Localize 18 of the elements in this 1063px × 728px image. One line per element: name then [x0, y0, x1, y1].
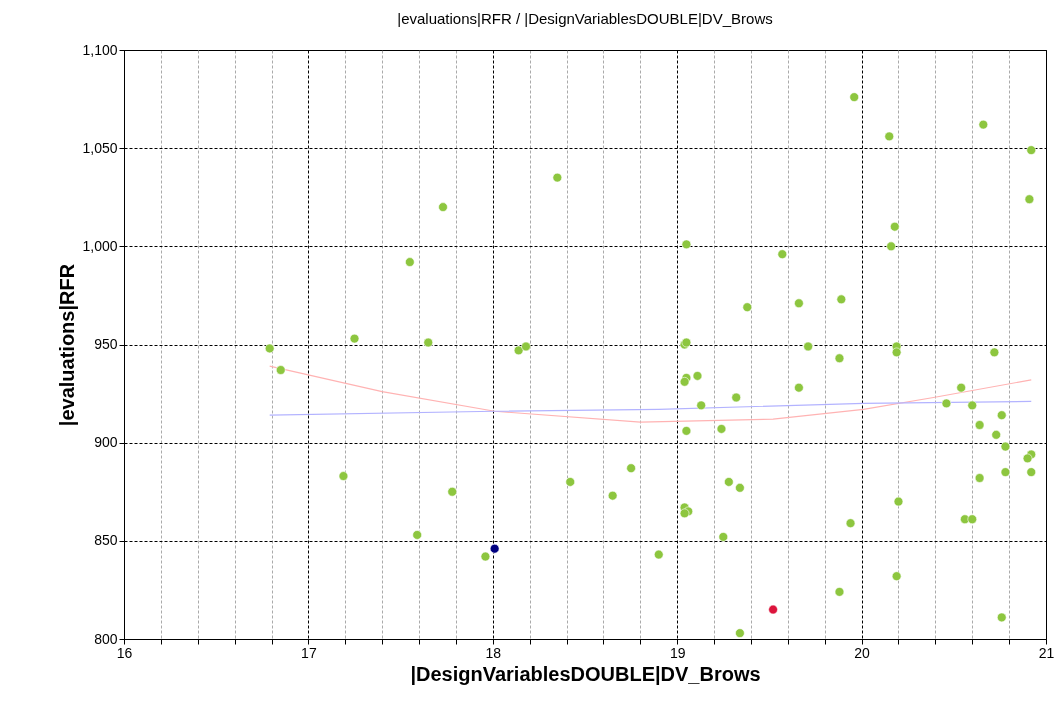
- y-tick-label: 1,050: [82, 139, 118, 156]
- chart-title: |evaluations|RFR / |DesignVariablesDOUBLE|DV_Brows: [397, 10, 773, 27]
- x-tick-label: 17: [301, 644, 317, 661]
- y-tick-label: 1,000: [82, 237, 118, 254]
- y-axis-title: |evaluations|RFR: [56, 263, 79, 427]
- y-tick-label: 950: [94, 336, 118, 352]
- x-tick-label: 20: [854, 644, 871, 661]
- line-series: [269, 400, 1032, 416]
- y-tick-label: 1,100: [82, 41, 118, 58]
- x-tick-label: 19: [669, 644, 686, 661]
- line-series: [269, 365, 1032, 423]
- x-tick-label: 21: [1038, 644, 1055, 661]
- x-tick-label: 18: [485, 644, 502, 661]
- x-axis-title: |DesignVariablesDOUBLE|DV_Brows: [410, 662, 761, 685]
- y-tick-label: 800: [94, 630, 118, 647]
- x-tick-label: 16: [116, 644, 133, 661]
- y-tick-label: 900: [94, 434, 118, 451]
- y-tick-label: 850: [94, 532, 118, 549]
